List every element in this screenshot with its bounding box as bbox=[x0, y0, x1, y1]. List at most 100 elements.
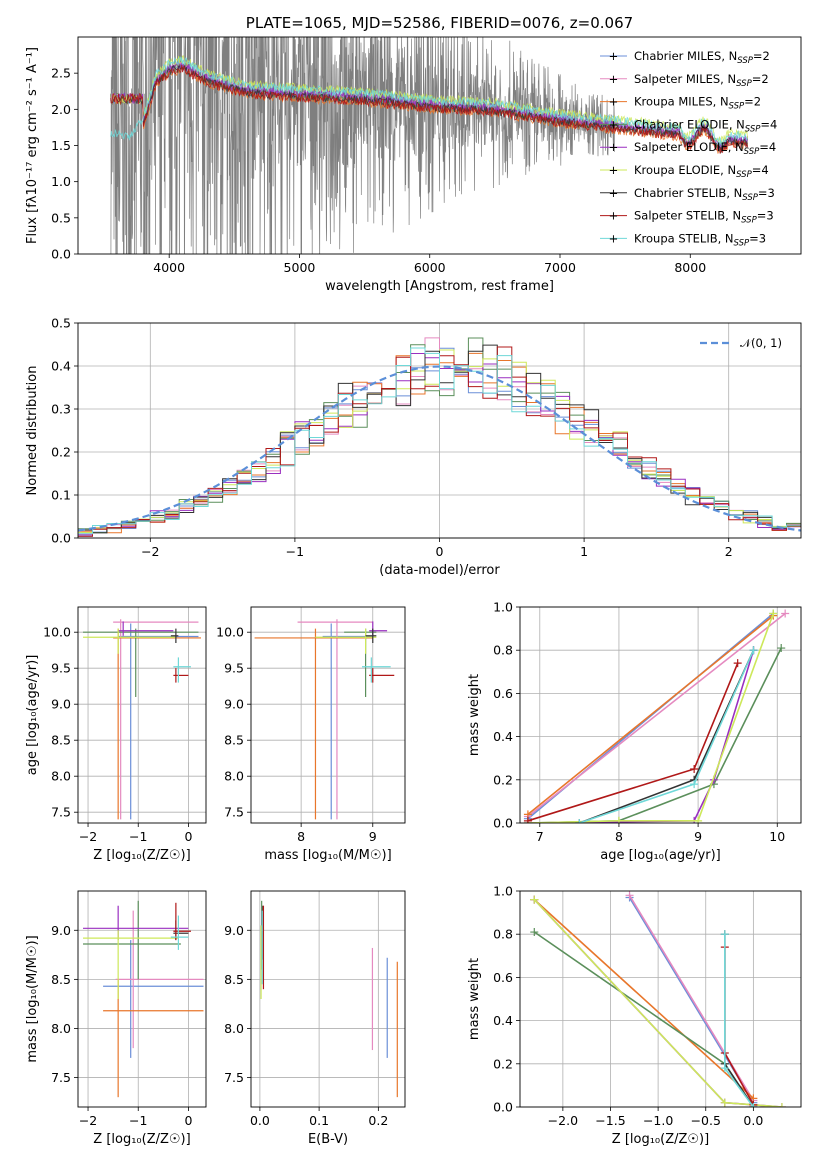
y-axis-label: mass [log₁₀(M/M☉)] bbox=[25, 935, 40, 1062]
y-tick-label: 8.0 bbox=[224, 769, 244, 784]
x-tick-label: 5000 bbox=[284, 260, 316, 275]
legend: + Chabrier MILES, NSSP=2 + Salpeter MILES, … bbox=[600, 49, 777, 248]
y-tick-label: 0.0 bbox=[493, 1100, 513, 1115]
y-tick-label: 9.0 bbox=[51, 923, 71, 938]
legend-entry: Kroupa MILES, NSSP=2 bbox=[634, 95, 761, 112]
legend-entry-sub: SSP bbox=[736, 170, 752, 180]
plot-area bbox=[83, 900, 204, 1098]
y-tick-label: 9.0 bbox=[224, 697, 244, 712]
legend: 𝒩(0, 1) bbox=[700, 336, 782, 350]
grid bbox=[251, 891, 405, 1107]
legend-entry-text: Salpeter MILES, N bbox=[634, 72, 736, 86]
y-tick-label: 0.2 bbox=[51, 445, 71, 460]
legend-entry: Salpeter STELIB, NSSP=3 bbox=[634, 209, 774, 226]
mass-weight-line bbox=[527, 613, 775, 823]
y-tick-label: 7.5 bbox=[51, 805, 71, 820]
chart-title: PLATE=1065, MJD=52586, FIBERID=0076, z=0… bbox=[246, 14, 633, 32]
y-tick-label: 8.5 bbox=[224, 972, 244, 987]
x-tick-label: 0 bbox=[184, 829, 192, 844]
legend-entry: 𝒩(0, 1) bbox=[740, 336, 782, 350]
mass-weight-point bbox=[690, 765, 699, 773]
x-tick-label: 0.0 bbox=[743, 1113, 763, 1128]
axes-frame bbox=[77, 322, 802, 539]
legend-entry: Salpeter ELODIE, NSSP=4 bbox=[634, 140, 776, 157]
y-tick-label: 8.0 bbox=[51, 1021, 71, 1036]
grid bbox=[520, 890, 801, 1108]
panel-3: −2 −1 0 7.5 8.0 8.5 9.0 9.5 10.0 Z [log₁₀(Z/Z☉)] a… bbox=[25, 606, 207, 863]
legend-entry-sub: SSP bbox=[729, 102, 745, 112]
y-tick-label: 0.5 bbox=[51, 210, 71, 225]
plot-area bbox=[260, 900, 398, 1098]
model-spectrum bbox=[110, 56, 748, 146]
x-tick-label: 0 bbox=[436, 544, 444, 559]
axes-frame bbox=[519, 606, 802, 824]
plot-area bbox=[110, 37, 748, 254]
panel-2: −2 −1 0 1 2 0.0 0.1 0.2 0.3 0.4 0.5 (data-model)/er… bbox=[25, 316, 802, 578]
x-tick-label: −2 bbox=[79, 829, 97, 844]
y-tick-label: 7.5 bbox=[224, 1070, 244, 1085]
legend-entry-text: Kroupa STELIB, N bbox=[634, 231, 734, 245]
legend-entry-tail: =2 bbox=[753, 49, 770, 63]
x-tick-label: 1 bbox=[580, 544, 588, 559]
x-tick-label: 9 bbox=[694, 829, 702, 844]
legend-entry-sub: SSP bbox=[734, 238, 750, 248]
legend-marker: + bbox=[609, 95, 619, 109]
y-tick-label: 1.0 bbox=[493, 884, 513, 899]
panel-5: 7 8 9 10 0.0 0.2 0.4 0.6 0.8 1.0 age [log₁₀(age/yr… bbox=[467, 600, 802, 863]
legend-entry-sub: SSP bbox=[741, 216, 757, 226]
legend-marker: + bbox=[609, 140, 619, 154]
x-tick-label: −2 bbox=[141, 544, 159, 559]
legend-entry-sub: SSP bbox=[745, 124, 761, 134]
mass-weight-line bbox=[533, 899, 782, 1107]
grid bbox=[251, 607, 405, 823]
legend-entry-tail: =3 bbox=[758, 186, 775, 200]
legend-entry: Kroupa ELODIE, NSSP=4 bbox=[634, 163, 769, 180]
y-tick-label: 0.6 bbox=[493, 970, 513, 985]
mass-weight-point bbox=[523, 816, 532, 823]
legend-entry: Chabrier MILES, NSSP=2 bbox=[634, 49, 770, 66]
legend-entry-sub: SSP bbox=[744, 147, 760, 157]
x-tick-label: −0.5 bbox=[691, 1113, 721, 1128]
x-axis-label: mass [log₁₀(M/M☉)] bbox=[264, 848, 391, 863]
mass-weight-line bbox=[527, 614, 774, 816]
x-tick-label: 0 bbox=[184, 1113, 192, 1128]
y-tick-label: 9.0 bbox=[224, 923, 244, 938]
x-tick-label: −1 bbox=[129, 829, 147, 844]
axes-frame bbox=[250, 606, 406, 824]
y-tick-label: 0.8 bbox=[493, 927, 513, 942]
axes-frame bbox=[519, 890, 802, 1108]
x-tick-label: 2 bbox=[725, 544, 733, 559]
normal-curve bbox=[78, 365, 801, 532]
y-axis-label: Flux [fλ10⁻¹⁷ erg cm⁻² s⁻¹ A⁻¹] bbox=[25, 47, 40, 244]
y-tick-label: 0.4 bbox=[51, 359, 71, 374]
y-tick-label: 0.2 bbox=[493, 1056, 513, 1071]
x-axis-label: E(B-V) bbox=[308, 1132, 348, 1147]
y-tick-label: 1.0 bbox=[51, 174, 71, 189]
mass-weight-point bbox=[690, 780, 699, 789]
y-tick-label: 1.0 bbox=[493, 600, 513, 615]
y-tick-label: 0.6 bbox=[493, 686, 513, 701]
x-tick-label: 7 bbox=[536, 829, 544, 844]
mass-weight-point bbox=[777, 1103, 786, 1107]
x-axis-label: Z [log₁₀(Z/Z☉)] bbox=[93, 1132, 190, 1147]
y-tick-label: 0.5 bbox=[51, 316, 71, 331]
y-tick-label: 0.2 bbox=[493, 772, 513, 787]
legend-marker: + bbox=[609, 163, 619, 177]
legend-entry: Salpeter MILES, NSSP=2 bbox=[634, 72, 769, 89]
legend-entry-sub: SSP bbox=[742, 193, 758, 203]
grid bbox=[78, 607, 206, 823]
mass-weight-point bbox=[720, 930, 729, 939]
y-tick-label: 10.0 bbox=[216, 625, 244, 640]
legend-entry: Kroupa STELIB, NSSP=3 bbox=[634, 231, 766, 248]
y-tick-label: 8.5 bbox=[51, 733, 71, 748]
mass-weight-line bbox=[527, 612, 786, 818]
axes-frame bbox=[77, 890, 207, 1108]
x-axis-label: wavelength [Angstrom, rest frame] bbox=[325, 279, 554, 294]
panel-1: 4000 5000 6000 7000 8000 0.0 0.5 1.0 1.5 2.0 2.5 wa… bbox=[25, 36, 802, 294]
legend-entry-tail: =4 bbox=[759, 140, 776, 154]
mass-weight-line bbox=[527, 649, 755, 823]
axes-frame bbox=[77, 606, 207, 824]
legend-marker: + bbox=[609, 231, 619, 245]
y-tick-label: 8.5 bbox=[51, 972, 71, 987]
